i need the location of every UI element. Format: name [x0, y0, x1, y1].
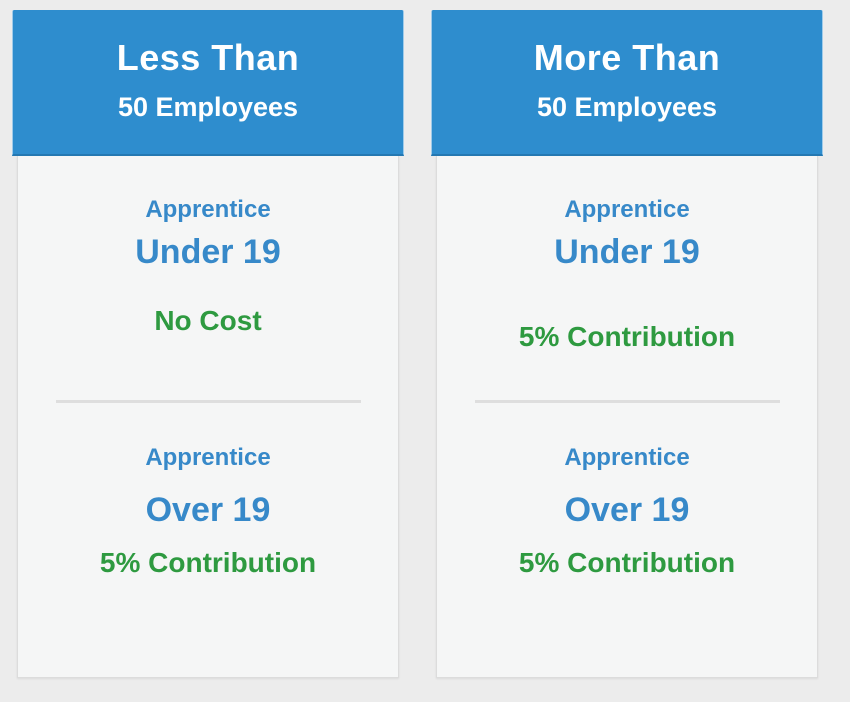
tier-over-19: Apprentice Over 19 5% Contribution: [18, 403, 398, 579]
tier-over-19: Apprentice Over 19 5% Contribution: [437, 403, 817, 579]
tier-under-19: Apprentice Under 19 5% Contribution: [437, 156, 817, 400]
tier-label: Apprentice: [145, 196, 271, 223]
card-more-than-50: More Than 50 Employees Apprentice Under …: [431, 10, 823, 678]
tier-label: Apprentice: [564, 444, 690, 471]
tier-group: Under 19: [554, 233, 700, 271]
section-divider: [474, 400, 780, 403]
card-body: Apprentice Under 19 5% Contribution Appr…: [436, 156, 818, 678]
tier-under-19: Apprentice Under 19 No Cost: [18, 156, 398, 400]
tier-label: Apprentice: [145, 444, 271, 471]
section-divider: [55, 400, 361, 403]
tier-cost: 5% Contribution: [518, 547, 736, 578]
card-subtitle: 50 Employees: [536, 92, 718, 122]
card-header-less-than: Less Than 50 Employees: [12, 10, 404, 156]
card-less-than-50: Less Than 50 Employees Apprentice Under …: [12, 10, 404, 678]
tier-label: Apprentice: [564, 196, 690, 223]
tier-group: Over 19: [564, 491, 690, 529]
card-body: Apprentice Under 19 No Cost Apprentice O…: [17, 156, 399, 678]
tier-cost: 5% Contribution: [518, 321, 736, 352]
card-header-more-than: More Than 50 Employees: [431, 10, 823, 156]
card-subtitle: 50 Employees: [117, 92, 299, 122]
card-title: More Than: [533, 37, 721, 78]
tier-cost: No Cost: [154, 305, 262, 336]
tier-group: Over 19: [145, 491, 271, 529]
card-title: Less Than: [116, 37, 300, 78]
tier-group: Under 19: [135, 233, 281, 271]
tier-cost: 5% Contribution: [99, 547, 317, 578]
